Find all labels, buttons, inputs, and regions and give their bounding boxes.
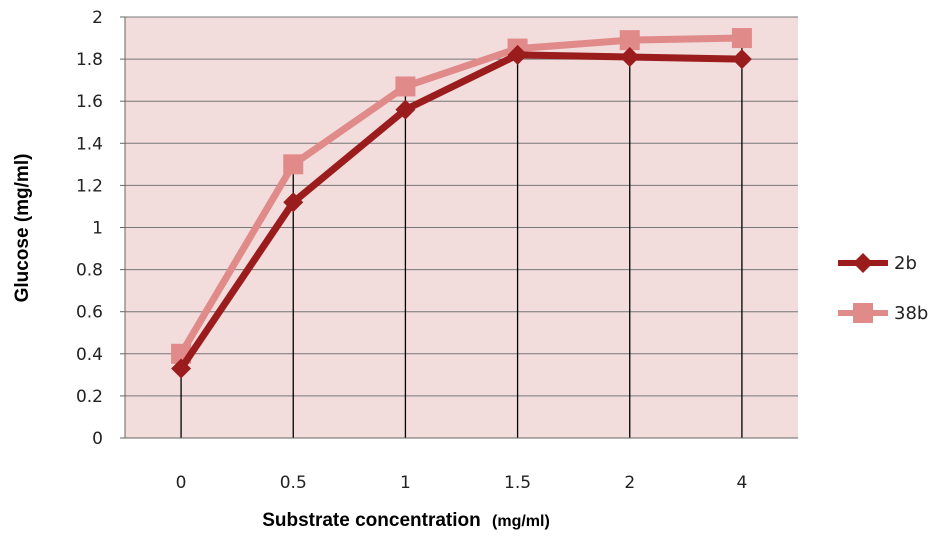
x-axis-title: Substrate concentration (mg/ml) <box>262 510 550 531</box>
data-point-2b <box>731 49 752 70</box>
legend-marker-38b <box>853 303 873 323</box>
x-axis-title-unit: (mg/ml) <box>492 513 550 530</box>
y-tick-label: 0.6 <box>76 303 103 323</box>
legend-marker-2b <box>853 253 873 273</box>
y-tick-label: 1 <box>92 219 103 239</box>
y-tick-label: 2 <box>92 8 103 28</box>
gridlines <box>120 16 798 439</box>
legend-label-2b: 2b <box>894 253 917 274</box>
y-tick-label: 1.8 <box>76 50 103 70</box>
data-point-38b <box>619 30 640 51</box>
x-tick-label: 2 <box>624 473 635 493</box>
x-tick-label: 4 <box>737 473 748 493</box>
x-tick-label: 0 <box>176 473 187 493</box>
data-point-2b <box>507 44 528 65</box>
y-tick-label: 1.6 <box>76 92 103 112</box>
y-tick-label: 0.8 <box>76 261 103 281</box>
y-tick-labels: 0 0.2 0.4 0.6 0.8 1 1.2 1.4 1.6 1.8 2 <box>76 8 103 449</box>
y-tick-label: 1.2 <box>76 176 103 196</box>
legend: 2b 38b <box>838 253 928 324</box>
data-point-2b <box>283 192 304 213</box>
data-point-2b <box>395 99 416 120</box>
data-point-38b <box>283 154 304 175</box>
x-tick-label: 1 <box>400 473 411 493</box>
x-tick-label: 0.5 <box>280 473 307 493</box>
x-tick-label: 1.5 <box>504 473 531 493</box>
data-point-38b <box>731 28 752 49</box>
series-line-2b <box>178 51 742 371</box>
data-point-2b <box>619 46 640 67</box>
y-axis-title: Glucose (mg/ml) <box>12 154 33 303</box>
series-layer <box>171 28 752 379</box>
drop-lines <box>180 38 743 438</box>
y-tick-label: 0 <box>92 429 103 449</box>
y-tick-label: 1.4 <box>76 134 103 154</box>
y-tick-label: 0.2 <box>76 387 103 407</box>
series-line-38b <box>178 34 742 356</box>
x-tick-labels: 0 0.5 1 1.5 2 4 <box>176 473 748 493</box>
x-axis-title-main: Substrate concentration <box>262 510 481 531</box>
data-point-2b <box>171 358 192 379</box>
y-tick-label: 0.4 <box>76 345 103 365</box>
data-point-38b <box>395 76 416 97</box>
legend-label-38b: 38b <box>894 303 928 324</box>
